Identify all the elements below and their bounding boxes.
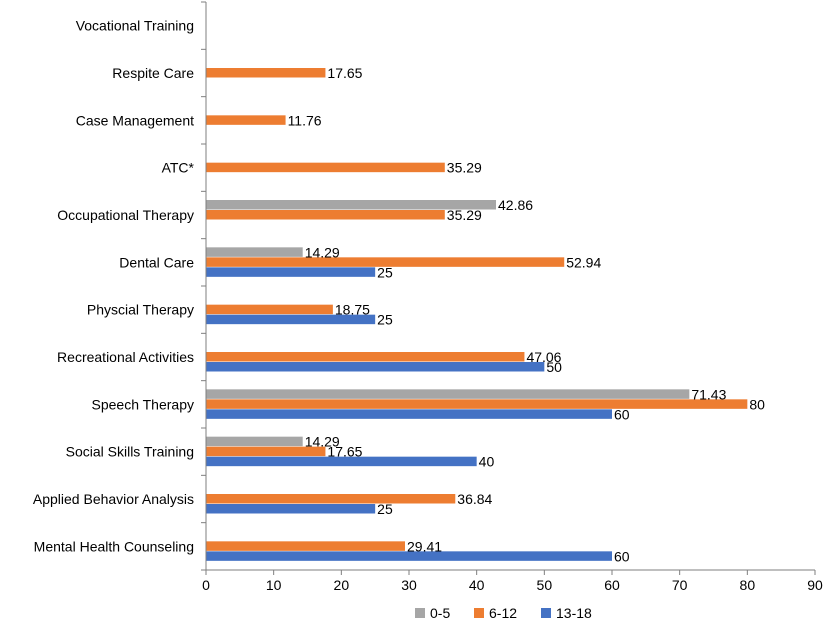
category-label: Applied Behavior Analysis	[33, 491, 194, 507]
legend-label: 13-18	[556, 605, 592, 621]
x-tick-label: 30	[401, 577, 417, 593]
bar-0-5	[206, 436, 303, 447]
bar-13-18	[206, 551, 612, 561]
data-label: 42.86	[498, 197, 533, 213]
x-tick-label: 10	[266, 577, 282, 593]
category-label: Occupational Therapy	[57, 207, 194, 223]
x-tick-label: 50	[537, 577, 553, 593]
data-label: 52.94	[566, 254, 601, 270]
category-label: Vocational Training	[76, 18, 194, 34]
category-label: Mental Health Counseling	[34, 538, 194, 554]
bar-13-18	[206, 456, 477, 467]
bar-0-5	[206, 389, 690, 399]
category-label: Respite Care	[112, 65, 194, 81]
legend-swatch-6-12	[474, 608, 484, 618]
bar-0-5	[206, 200, 497, 210]
bar-13-18	[206, 314, 376, 325]
x-tick-label: 80	[740, 577, 756, 593]
legend-swatch-13-18	[541, 608, 551, 618]
category-label: Social Skills Training	[66, 444, 194, 460]
data-label: 36.84	[457, 491, 492, 507]
bar-0-5	[206, 247, 303, 257]
data-label: 80	[749, 396, 765, 412]
data-label: 50	[546, 359, 562, 375]
data-label: 17.65	[327, 65, 362, 81]
category-label: Dental Care	[119, 254, 194, 270]
bar-6-12	[206, 446, 326, 457]
legend-label: 6-12	[489, 605, 517, 621]
data-label: 47.06	[526, 349, 561, 365]
bar-6-12	[206, 352, 525, 362]
data-label: 60	[614, 548, 630, 564]
bar-13-18	[206, 504, 376, 514]
x-tick-label: 60	[604, 577, 620, 593]
bar-6-12	[206, 162, 445, 173]
x-tick-label: 20	[334, 577, 350, 593]
bar-6-12	[206, 541, 406, 551]
bar-6-12	[206, 399, 748, 409]
bar-6-12	[206, 115, 286, 125]
data-label: 71.43	[691, 386, 726, 402]
data-label: 40	[479, 454, 495, 470]
data-label: 35.29	[447, 207, 482, 223]
bar-6-12	[206, 257, 565, 267]
bars-layer	[206, 68, 748, 561]
legend: 0-5 6-12 13-18	[415, 605, 592, 621]
bar-13-18	[206, 409, 612, 419]
legend-swatch-0-5	[415, 608, 425, 618]
axes-layer: 0 10 20 30 40 50 60 70 80 90	[201, 1, 823, 593]
category-label: ATC*	[162, 160, 195, 176]
data-label: 18.75	[335, 302, 370, 318]
bar-6-12	[206, 68, 326, 78]
data-label: 35.29	[447, 160, 482, 176]
data-label: 60	[614, 406, 630, 422]
data-label: 11.76	[288, 112, 322, 128]
category-label: Recreational Activities	[57, 349, 194, 365]
x-tick-label: 70	[672, 577, 688, 593]
bar-6-12	[206, 304, 333, 315]
x-tick-label: 90	[807, 577, 823, 593]
bar-6-12	[206, 210, 445, 220]
data-label: 14.29	[305, 244, 340, 260]
bar-6-12	[206, 494, 456, 504]
x-tick-label: 40	[469, 577, 485, 593]
bar-13-18	[206, 267, 376, 277]
category-label: Physcial Therapy	[87, 302, 194, 318]
category-label: Speech Therapy	[92, 396, 194, 412]
data-label: 25	[377, 501, 393, 517]
data-label: 25	[377, 312, 393, 328]
data-label: 17.65	[327, 444, 362, 460]
data-label: 14.29	[305, 434, 340, 450]
data-label: 25	[377, 264, 393, 280]
data-label: 29.41	[407, 538, 442, 554]
legend-label: 0-5	[430, 605, 450, 621]
x-tick-label: 0	[202, 577, 210, 593]
bar-13-18	[206, 362, 545, 372]
category-label: Case Management	[76, 112, 194, 128]
value-labels-layer: 17.65 11.76 35.29 42.86 35.29 14.29 52.94 25 18.…	[288, 65, 766, 564]
category-labels-layer: Vocational Training Respite Care Case Mana…	[33, 18, 195, 555]
